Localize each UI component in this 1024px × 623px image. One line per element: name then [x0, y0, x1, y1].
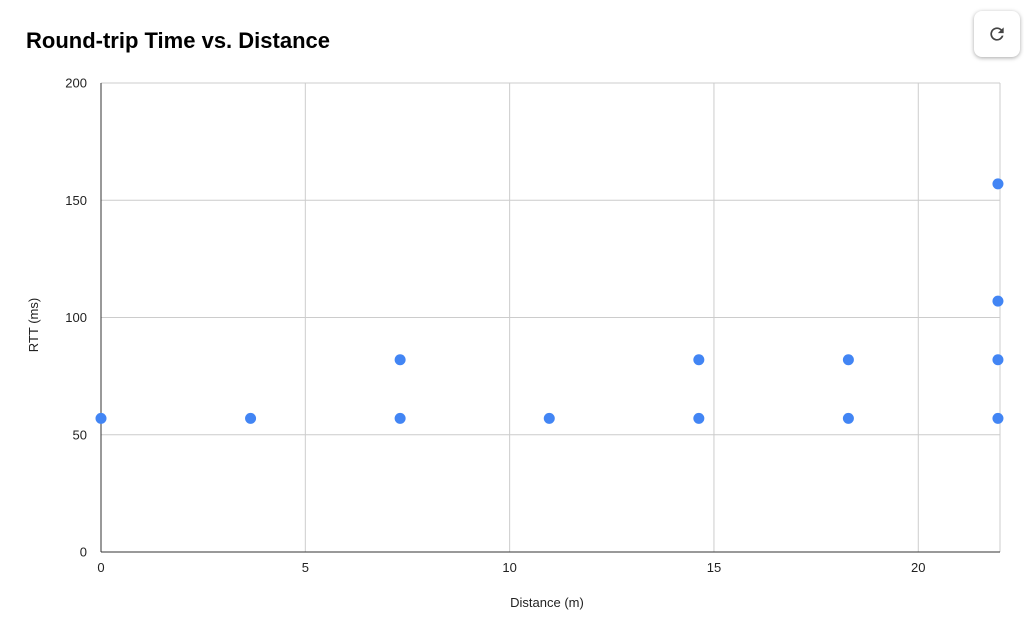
chart-title: Round-trip Time vs. Distance	[26, 28, 330, 53]
x-tick-label: 5	[302, 560, 309, 575]
refresh-button[interactable]	[974, 11, 1020, 57]
x-axis-title: Distance (m)	[510, 595, 584, 610]
data-point	[992, 178, 1004, 190]
y-tick-label: 0	[80, 545, 87, 560]
data-points	[95, 178, 1004, 424]
axes	[100, 83, 1000, 553]
grid-lines	[101, 82, 1001, 552]
y-tick-label: 150	[65, 193, 87, 208]
tick-labels: 0 50 100 150 200 0 5 10 15 20	[65, 76, 925, 576]
y-tick-label: 50	[73, 427, 87, 442]
y-tick-label: 100	[65, 310, 87, 325]
x-tick-label: 15	[707, 560, 721, 575]
data-point	[992, 295, 1004, 307]
data-point	[543, 412, 555, 424]
y-tick-label: 200	[65, 76, 87, 91]
data-point	[693, 354, 705, 366]
x-tick-label: 20	[911, 560, 925, 575]
data-point	[693, 412, 705, 424]
data-point	[992, 354, 1004, 366]
y-axis-title: RTT (ms)	[26, 298, 41, 352]
data-point	[394, 412, 406, 424]
data-point	[842, 412, 854, 424]
data-point	[992, 412, 1004, 424]
data-point	[95, 412, 107, 424]
data-point	[245, 412, 257, 424]
data-point	[842, 354, 854, 366]
x-tick-label: 0	[97, 560, 104, 575]
data-point	[394, 354, 406, 366]
x-tick-label: 10	[502, 560, 516, 575]
